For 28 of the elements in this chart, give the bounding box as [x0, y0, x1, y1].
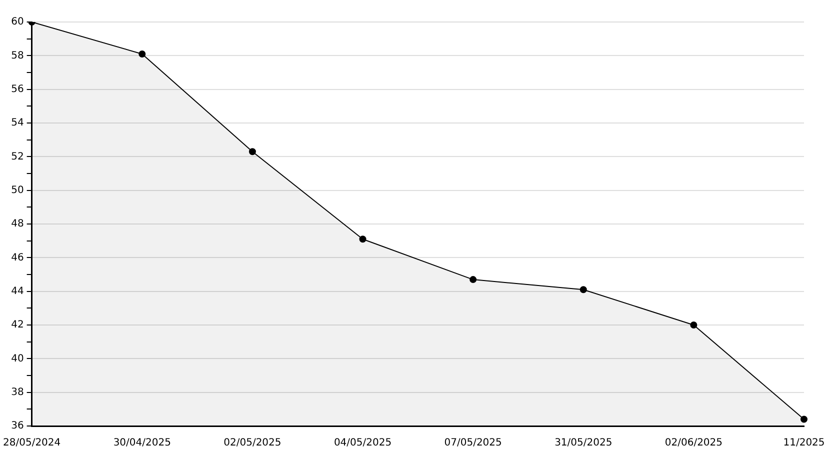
- y-tick-label: 42: [11, 320, 24, 331]
- x-tick-label: 28/05/2024: [3, 438, 61, 449]
- point: [800, 416, 808, 423]
- x-tick-label: 11/2025: [783, 438, 825, 449]
- x-tick-label: 31/05/2025: [554, 438, 612, 449]
- y-tick-label: 38: [11, 386, 24, 398]
- point: [359, 236, 366, 243]
- x-tick-label: 04/05/2025: [334, 438, 392, 449]
- point: [690, 322, 698, 328]
- point: [470, 276, 477, 284]
- y-tick-label: 60: [11, 16, 24, 28]
- x-tick-label: 02/05/2025: [224, 438, 282, 449]
- x-tick-label: 30/04/2025: [113, 438, 171, 449]
- y-tick-label: 36: [11, 420, 24, 432]
- x-tick-label: 02/06/2025: [664, 438, 723, 449]
- x-tick-label: 07/05/2025: [444, 438, 502, 449]
- y-tick-label: 54: [11, 118, 24, 129]
- point: [248, 148, 256, 156]
- y-tick-label: 48: [11, 218, 24, 230]
- y-tick-label: 50: [11, 184, 24, 196]
- point: [580, 286, 587, 294]
- point: [138, 50, 146, 58]
- y-tick-label: 44: [11, 286, 24, 297]
- y-tick-label: 58: [11, 50, 24, 62]
- y-tick-label: 52: [11, 151, 24, 162]
- y-tick-label: 56: [11, 84, 24, 95]
- y-tick-label: 40: [11, 353, 24, 364]
- y-tick-label: 46: [11, 252, 24, 264]
